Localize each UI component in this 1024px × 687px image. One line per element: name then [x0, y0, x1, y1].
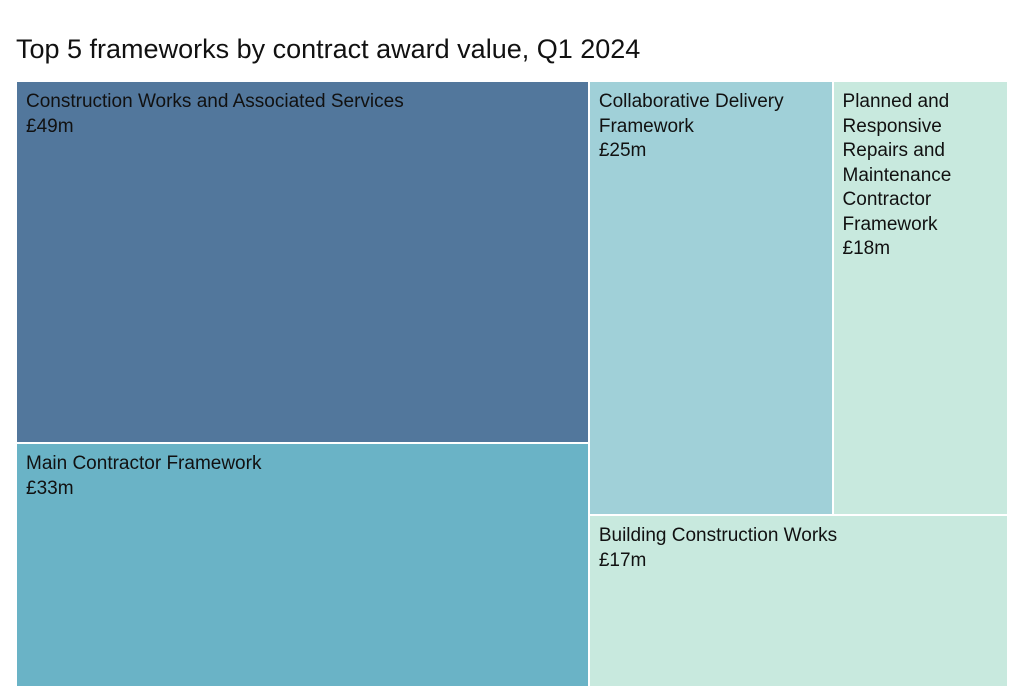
tile-name: Planned and Responsive Repairs and Maint…: [842, 91, 952, 235]
treemap-tile: Main Contractor Framework £33m: [16, 443, 589, 687]
chart-title: Top 5 frameworks by contract award value…: [16, 34, 641, 64]
treemap-tile: Construction Works and Associated Servic…: [16, 81, 589, 444]
tile-value: £18m: [842, 238, 891, 259]
tile-value: £49m: [26, 115, 74, 137]
tile-value: £17m: [598, 549, 647, 571]
tile-name: Collaborative Delivery Framework: [598, 91, 784, 137]
tile-name: Main Contractor Framework: [26, 453, 262, 475]
tile-value: £33m: [26, 477, 74, 499]
treemap: Construction Works and Associated Servic…: [16, 81, 1008, 687]
tile-value: £25m: [598, 140, 647, 161]
treemap-tile: Planned and Responsive Repairs and Maint…: [832, 81, 1008, 516]
treemap-tile: Building Construction Works £17m: [588, 515, 1008, 687]
treemap-tile: Collaborative Delivery Framework £25m: [588, 81, 833, 516]
tile-name: Building Construction Works: [598, 525, 838, 547]
tile-name: Construction Works and Associated Servic…: [26, 91, 404, 112]
